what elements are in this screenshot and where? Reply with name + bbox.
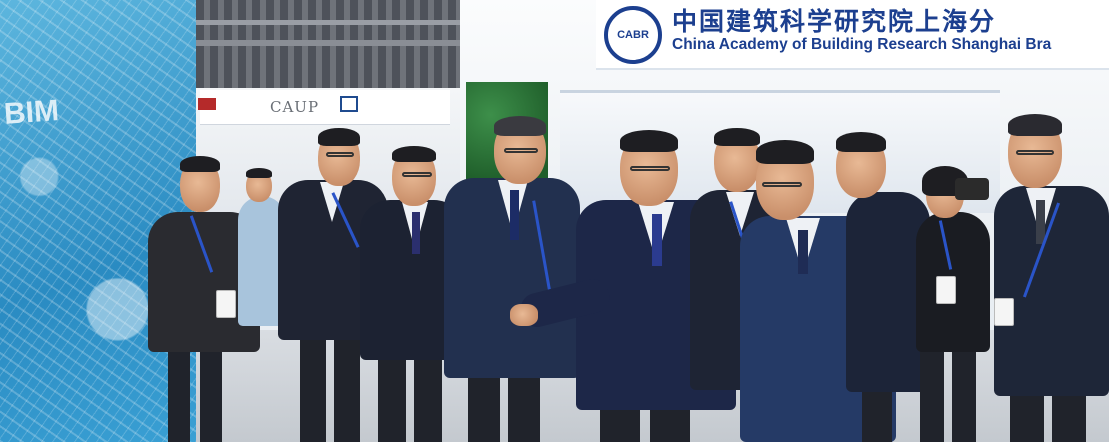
side-booth-sign-text: CAUP	[270, 98, 320, 116]
display-wall-text: BIM	[2, 94, 61, 131]
hall-ceiling	[190, 0, 460, 88]
cabr-logo-text: CABR	[617, 29, 649, 41]
cabr-logo: CABR	[604, 6, 662, 64]
booth-banner: CABR 中国建筑科学研究院上海分 China Academy of Build…	[596, 0, 1109, 70]
ceiling-beam	[190, 20, 460, 25]
banner-title-chinese: 中国建筑科学研究院上海分	[672, 7, 997, 36]
banner-title-english: China Academy of Building Research Shang…	[672, 36, 1052, 53]
side-booth-logo-red	[198, 98, 216, 110]
side-booth-logo-blue	[340, 96, 358, 112]
side-booth-sign	[200, 90, 450, 125]
video-camera	[955, 178, 989, 200]
